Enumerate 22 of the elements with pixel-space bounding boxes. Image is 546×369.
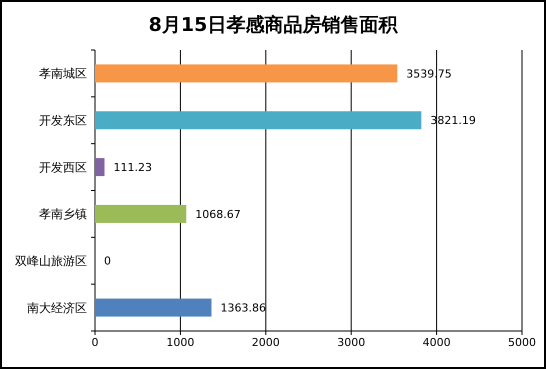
data-label: 1068.67 [195,208,241,221]
x-tick-label: 3000 [337,336,366,349]
y-tick-label: 孝南城区 [39,66,87,81]
chart-title: 8月15日孝感商品房销售面积 [148,14,398,36]
x-tick-label: 5000 [508,336,536,349]
bar [95,158,104,176]
data-label: 0 [104,254,111,268]
bar [95,204,186,223]
y-tick-label: 开发西区 [39,160,87,174]
x-tick-label: 4000 [422,336,451,349]
bar [95,111,422,130]
x-tick-label: 1000 [166,336,194,349]
bar [95,64,398,82]
bar [95,298,212,317]
x-tick-label: 0 [92,336,98,349]
y-tick-label: 双峰山旅游区 [15,254,87,268]
data-label: 111.23 [114,160,152,174]
x-tick-label: 2000 [252,336,280,349]
y-tick-label: 开发东区 [39,113,87,128]
data-label: 1363.86 [220,301,266,314]
y-tick-label: 南大经济区 [27,300,87,315]
y-tick-label: 孝南乡镇 [39,207,87,222]
